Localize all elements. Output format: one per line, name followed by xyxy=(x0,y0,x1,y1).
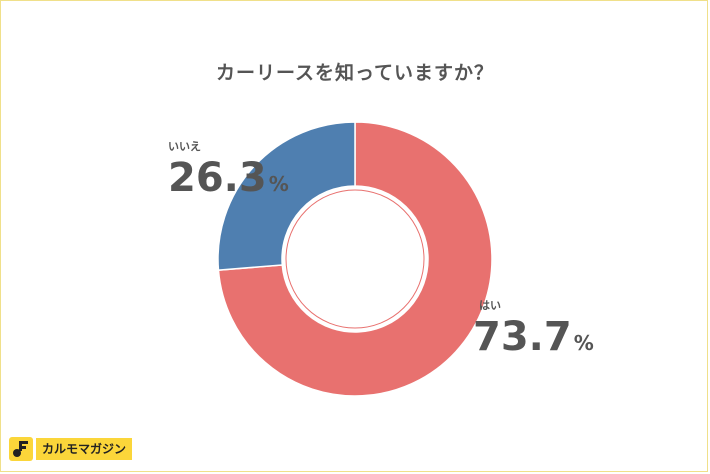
label-no-unit: % xyxy=(268,172,289,196)
label-yes-name: はい xyxy=(479,299,501,312)
label-yes: はい 73.7% xyxy=(473,297,594,357)
chart-title: カーリースを知っていますか？ xyxy=(215,62,495,84)
label-no-name: いいえ xyxy=(168,140,201,153)
label-no-value: 26.3 xyxy=(168,155,267,201)
inner-ring xyxy=(285,189,425,329)
label-yes-unit: % xyxy=(573,331,594,355)
slice-no xyxy=(217,121,356,271)
label-yes-value: 73.7 xyxy=(473,314,572,360)
brand-name: カルモマガジン xyxy=(36,438,133,460)
brand-logo: カルモマガジン xyxy=(8,436,133,462)
slice-yes xyxy=(217,121,493,397)
car-key-icon xyxy=(9,437,33,461)
label-no: いいえ 26.3% xyxy=(168,138,289,198)
